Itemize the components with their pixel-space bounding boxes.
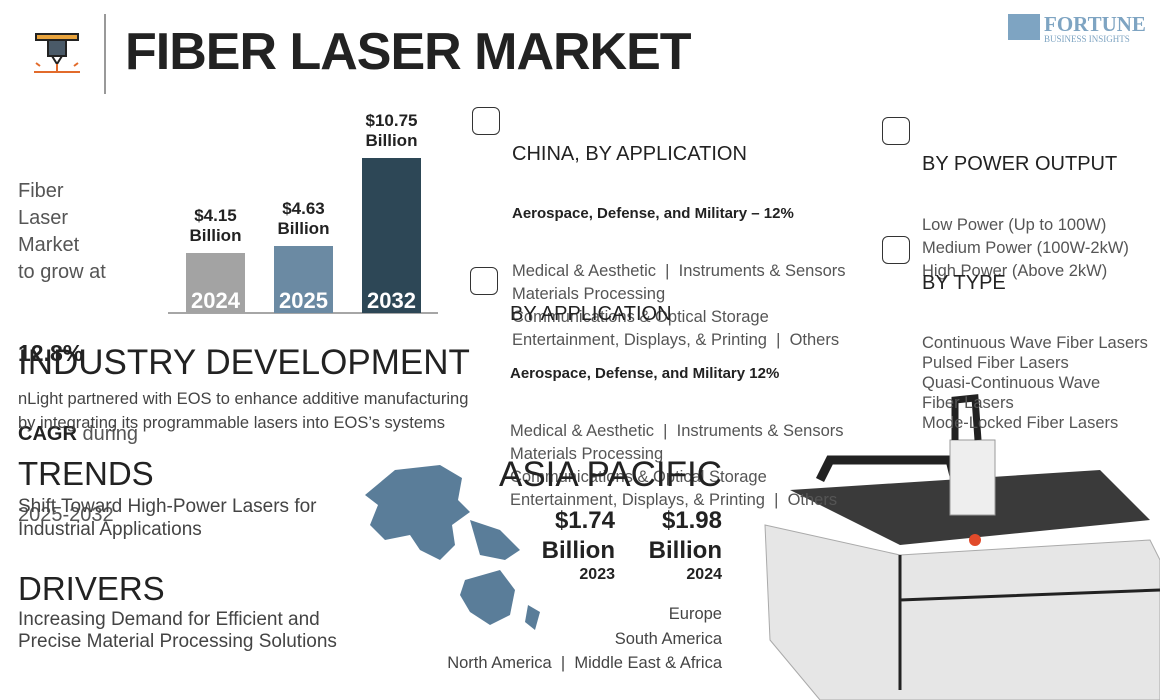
- rate: 12.8%: [18, 340, 84, 366]
- bar: [362, 158, 421, 313]
- title: FIBER LASER MARKET: [125, 23, 692, 81]
- drivers-text: Increasing Demand for Efficient and Prec…: [18, 609, 337, 652]
- list-item: Materials Processing: [512, 285, 666, 303]
- list-item: Entertainment, Displays, & Printing | Ot…: [512, 331, 840, 349]
- other-regions: Europe South America North America | Middl…: [447, 602, 722, 676]
- application: BY APPLICATION Aerospace, Defense, and M…: [510, 267, 844, 548]
- section-title: CHINA, BY APPLICATION: [512, 143, 747, 165]
- industry-text: nLight partnered with EOS to enhance add…: [18, 390, 473, 432]
- china: CHINA, BY APPLICATION Aerospace, Defense…: [512, 107, 846, 388]
- industry-title: INDUSTRY DEVELOPMENT: [18, 343, 470, 382]
- growth-line: to grow at: [18, 261, 106, 283]
- region-year: 2023: [579, 566, 615, 583]
- list: Continuous Wave Fiber Lasers Pulsed Fiber…: [922, 333, 1152, 433]
- list: Medical & Aesthetic | Instruments & Sens…: [512, 260, 846, 352]
- type: BY TYPE Continuous Wave Fiber Lasers Puls…: [922, 236, 1152, 469]
- trends-title: TRENDS: [18, 455, 154, 492]
- growth-lines: Fiber Laser Market to grow at: [18, 178, 138, 286]
- region-value: $1.98 Billion: [648, 507, 722, 564]
- logo: FORTUNE: [1044, 12, 1146, 36]
- period: 2025-2032: [18, 504, 114, 526]
- region-item: North America | Middle East & Africa: [447, 654, 722, 672]
- during: during: [82, 423, 139, 445]
- region-value: $1.74 Billion: [541, 507, 615, 564]
- category-label: 2024: [191, 288, 240, 313]
- list-item: Pulsed Fiber Lasers: [922, 354, 1069, 372]
- list-item: Medical & Aesthetic | Instruments & Sens…: [512, 262, 846, 280]
- list: Medical & Aesthetic | Instruments & Sens…: [510, 420, 844, 512]
- category-label: 2025: [279, 288, 328, 313]
- cagr-line: CAGR during: [18, 421, 138, 448]
- list-item: Communications & Optical Storage: [512, 308, 769, 326]
- bar: [186, 253, 245, 313]
- value-label: $10.75 Billion: [365, 111, 418, 151]
- list-item: Communications & Optical Storage: [510, 468, 767, 486]
- list-item: Continuous Wave Fiber Lasers: [922, 334, 1148, 352]
- list-item: Quasi-Continuous Wave Fiber Lasers: [922, 374, 1101, 412]
- region-item: South America: [614, 629, 722, 648]
- list-item: Low Power (Up to 100W): [922, 216, 1107, 234]
- trends-text: Shift Toward High-Power Lasers for Indus…: [18, 496, 322, 540]
- drivers-title: DRIVERS: [18, 570, 165, 607]
- list-item: Medical & Aesthetic | Instruments & Sens…: [510, 422, 844, 440]
- map: [365, 465, 540, 630]
- value-label: $4.15 Billion: [189, 206, 242, 246]
- icon: [882, 117, 910, 145]
- icon: [470, 267, 498, 295]
- machine: [764, 394, 1160, 700]
- list: Low Power (Up to 100W) Medium Power (100W…: [922, 214, 1129, 283]
- list-item: Medium Power (100W-2kW): [922, 239, 1129, 257]
- region-year: 2024: [686, 566, 722, 583]
- bar: [274, 246, 333, 313]
- power: BY POWER OUTPUT Low Power (Up to 100W) Me…: [922, 117, 1129, 319]
- list-item: Materials Processing: [510, 445, 664, 463]
- section-title: BY APPLICATION: [510, 303, 672, 325]
- icon: [882, 236, 910, 264]
- growth-line: Laser: [18, 207, 69, 229]
- cagr: CAGR: [18, 423, 77, 445]
- lead: Aerospace, Defense, and Military – 12%: [512, 205, 794, 222]
- value-label: $4.63 Billion: [277, 199, 330, 239]
- list-item: High Power (Above 2kW): [922, 262, 1108, 280]
- logo-mark: [1008, 14, 1040, 40]
- icon: [472, 107, 500, 135]
- region-title: ASIA PACIFIC: [498, 455, 722, 494]
- category-label: 2032: [367, 288, 416, 313]
- growth-line: Fiber: [18, 180, 64, 202]
- lead: Aerospace, Defense, and Military 12%: [510, 365, 780, 382]
- growth: Fiber Laser Market to grow at 12.8% CAGR du…: [18, 124, 138, 583]
- list-item: Mode-Locked Fiber Lasers: [922, 414, 1119, 432]
- growth-line: Market: [18, 234, 80, 256]
- section-title: BY TYPE: [922, 272, 1006, 294]
- section-title: BY POWER OUTPUT: [922, 153, 1118, 175]
- region-item: Europe: [668, 605, 722, 623]
- laser-icon: [34, 33, 80, 73]
- list-item: Entertainment, Displays, & Printing | Ot…: [510, 491, 838, 509]
- logo-sub: BUSINESS INSIGHTS: [1044, 34, 1130, 44]
